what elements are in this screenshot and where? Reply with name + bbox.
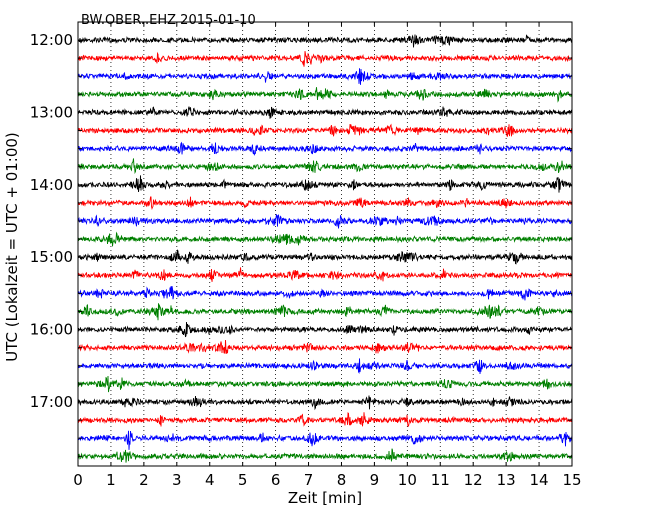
trace-1445: [77, 231, 573, 247]
y-tick-label: 15:00: [30, 248, 73, 266]
trace-1330: [77, 141, 573, 156]
trace-1300: [77, 106, 573, 119]
x-axis-ticks: 0 1 2 3 4 5 6 7 8 9 10 11 12 13 14 15: [73, 22, 582, 489]
trace-1230: [77, 68, 573, 85]
trace-1700: [77, 395, 573, 411]
trace-1645: [77, 375, 573, 393]
x-tick-label: 15: [562, 471, 581, 489]
y-tick-label: 17:00: [30, 393, 73, 411]
y-axis-label: UTC (Lokalzeit = UTC + 01:00): [3, 132, 21, 362]
chart-title: BW.OBER..EHZ 2015-01-10: [81, 13, 256, 28]
x-tick-label: 2: [139, 471, 149, 489]
x-tick-label: 7: [304, 471, 314, 489]
y-axis-ticks: 12:00 13:00 14:00 15:00 16:00 17:00: [30, 31, 572, 457]
trace-1345: [77, 158, 573, 175]
x-tick-label: 4: [205, 471, 215, 489]
trace-1415: [77, 196, 573, 210]
x-tick-label: 8: [337, 471, 347, 489]
x-tick-label: 3: [172, 471, 182, 489]
trace-1215: [77, 51, 573, 67]
seismic-traces: [77, 34, 573, 463]
trace-1500: [77, 249, 573, 265]
y-tick-label: 16:00: [30, 321, 73, 339]
trace-1400: [77, 175, 573, 193]
trace-1545: [77, 303, 573, 321]
trace-1515: [77, 267, 573, 282]
x-tick-label: 6: [271, 471, 281, 489]
x-axis-label: Zeit [min]: [288, 489, 362, 507]
y-tick-label: 14:00: [30, 176, 73, 194]
x-tick-label: 13: [497, 471, 516, 489]
x-tick-label: 10: [398, 471, 417, 489]
trace-1530: [77, 286, 573, 301]
trace-1745: [77, 448, 573, 463]
x-tick-label: 14: [530, 471, 549, 489]
trace-1245: [77, 87, 573, 103]
x-tick-label: 1: [106, 471, 116, 489]
x-tick-label: 12: [464, 471, 483, 489]
trace-1615: [77, 339, 573, 354]
trace-1600: [77, 321, 573, 338]
trace-1315: [77, 123, 573, 137]
trace-1200: [77, 34, 573, 48]
y-tick-label: 13:00: [30, 103, 73, 121]
trace-1630: [77, 358, 573, 375]
trace-1715: [77, 412, 573, 427]
x-tick-label: 9: [370, 471, 380, 489]
x-tick-label: 11: [431, 471, 450, 489]
trace-1430: [77, 214, 573, 229]
x-tick-label: 5: [238, 471, 248, 489]
plot-frame: [77, 21, 573, 467]
trace-1730: [77, 430, 573, 450]
y-tick-label: 12:00: [30, 31, 73, 49]
x-tick-label: 0: [73, 471, 83, 489]
